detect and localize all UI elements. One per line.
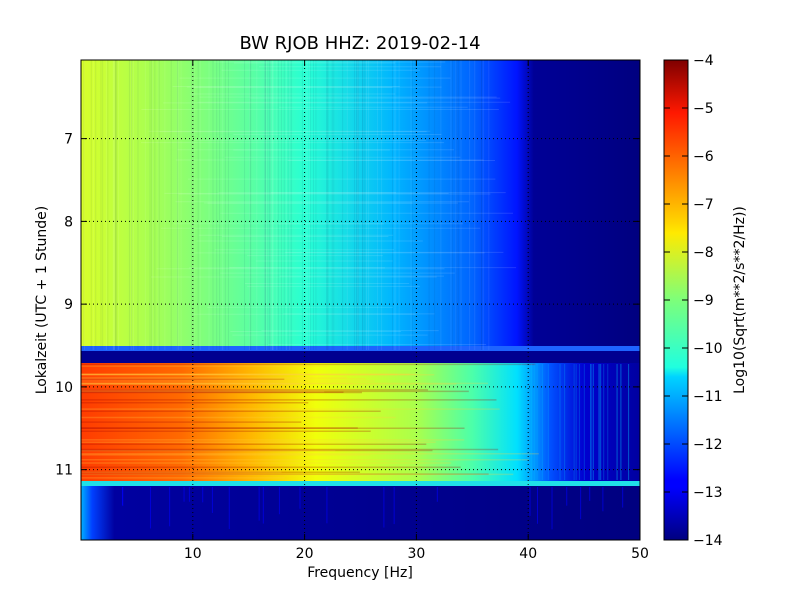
plot-area [81, 60, 640, 540]
colorbar-tick-label: −10 [693, 341, 723, 357]
x-tick-label: 40 [519, 546, 537, 562]
colorbar-tick-label: −8 [693, 245, 714, 261]
axis-ticks: 10 20 30 40 50 7 8 9 10 11 [55, 60, 649, 562]
colorbar-tick-label: −11 [693, 389, 723, 405]
colorbar-tick-label: −5 [693, 101, 714, 117]
colorbar-tick-label: −6 [693, 149, 714, 165]
segment-morning-noise [81, 60, 640, 350]
colorbar-tick-label: −9 [693, 293, 714, 309]
colorbar-tick-label: −7 [693, 197, 714, 213]
colorbar-ticks: −4 −5 −6 −7 −8 −9 −10 −11 −12 −13 −14 [664, 53, 723, 549]
y-tick-label: 8 [64, 214, 73, 230]
segment-late [81, 486, 640, 540]
chart-title: BW RJOB HHZ: 2019-02-14 [239, 33, 480, 54]
colorbar-label: Log10(Sqrt(m**2/s**2/Hz)) [732, 206, 748, 394]
colorbar-tick-label: −13 [693, 485, 723, 501]
y-axis-label: Lokalzeit (UTC + 1 Stunde) [34, 206, 50, 395]
segment-gap [81, 351, 640, 363]
grid-lines [81, 60, 640, 540]
y-tick-label: 10 [55, 380, 73, 396]
colorbar-tick-label: −4 [693, 53, 714, 69]
x-tick-label: 10 [184, 546, 202, 562]
segment-edge-line [81, 481, 640, 486]
x-tick-label: 50 [631, 546, 649, 562]
spectrogram-texture [81, 60, 630, 530]
y-tick-label: 11 [55, 463, 73, 479]
x-tick-label: 20 [296, 546, 314, 562]
plot-frame [80, 59, 641, 541]
y-tick-label: 9 [64, 297, 73, 313]
segment-gap-line [81, 346, 640, 351]
colorbar-tick-label: −12 [693, 437, 723, 453]
colorbar-tick-label: −14 [693, 533, 723, 549]
x-axis-label: Frequency [Hz] [307, 565, 413, 581]
x-tick-label: 30 [407, 546, 425, 562]
segment-high-noise [81, 363, 640, 481]
y-tick-label: 7 [64, 132, 73, 148]
